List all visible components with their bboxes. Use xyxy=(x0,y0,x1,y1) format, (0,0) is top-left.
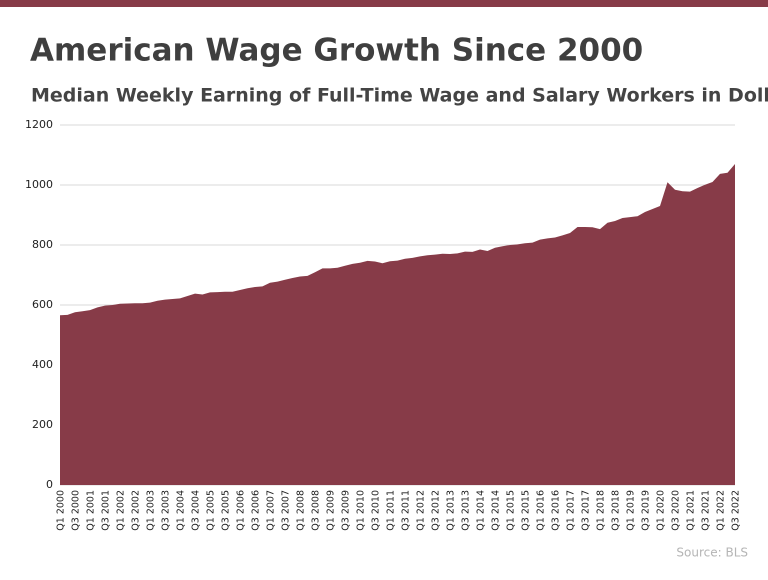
x-tick-label: Q3 2011 xyxy=(401,490,412,531)
x-tick-label: Q3 2009 xyxy=(341,490,352,531)
x-tick-label: Q1 2005 xyxy=(206,490,217,531)
x-tick-label: Q1 2003 xyxy=(146,490,157,531)
x-tick-label: Q1 2002 xyxy=(116,490,127,531)
x-tick-label: Q3 2014 xyxy=(491,490,502,531)
x-tick-label: Q1 2006 xyxy=(236,490,247,531)
x-tick-label: Q3 2013 xyxy=(461,490,472,531)
x-tick-label: Q3 2015 xyxy=(521,490,532,531)
area xyxy=(60,164,735,485)
x-tick-label: Q3 2017 xyxy=(581,490,592,531)
x-tick-label: Q1 2001 xyxy=(86,490,97,531)
x-tick-label: Q1 2019 xyxy=(626,490,637,531)
chart-subtitle: Median Weekly Earning of Full-Time Wage … xyxy=(31,85,768,107)
y-tick-label: 200 xyxy=(32,418,53,431)
x-tick-label: Q3 2007 xyxy=(281,490,292,531)
x-tick-label: Q3 2008 xyxy=(311,490,322,531)
x-tick-label: Q3 2022 xyxy=(731,490,742,531)
x-tick-label: Q1 2007 xyxy=(266,490,277,531)
top-band xyxy=(0,0,768,7)
x-tick-label: Q3 2018 xyxy=(611,490,622,531)
y-tick-label: 1000 xyxy=(25,178,53,191)
x-tick-label: Q1 2014 xyxy=(476,490,487,531)
x-tick-label: Q3 2005 xyxy=(221,490,232,531)
y-tick-label: 1200 xyxy=(25,118,53,131)
x-tick-label: Q1 2009 xyxy=(326,490,337,531)
chart-title: American Wage Growth Since 2000 xyxy=(30,33,643,69)
x-tick-label: Q3 2004 xyxy=(191,490,202,531)
x-tick-label: Q1 2010 xyxy=(356,490,367,531)
x-tick-label: Q1 2008 xyxy=(296,490,307,531)
x-tick-label: Q1 2018 xyxy=(596,490,607,531)
x-tick-label: Q1 2012 xyxy=(416,490,427,531)
x-tick-label: Q1 2017 xyxy=(566,490,577,531)
x-tick-label: Q3 2020 xyxy=(671,490,682,531)
x-tick-label: Q1 2011 xyxy=(386,490,397,531)
source: Source: BLS xyxy=(676,546,748,560)
x-tick-label: Q3 2001 xyxy=(101,490,112,531)
x-tick-label: Q3 2003 xyxy=(161,490,172,531)
y-tick-label: 0 xyxy=(46,478,53,491)
x-tick-label: Q1 2015 xyxy=(506,490,517,531)
y-tick-label: 600 xyxy=(32,298,53,311)
x-tick-label: Q1 2000 xyxy=(56,490,67,531)
x-tick-label: Q3 2019 xyxy=(641,490,652,531)
x-tick-label: Q3 2012 xyxy=(431,490,442,531)
x-tick-label: Q3 2010 xyxy=(371,490,382,531)
y-tick-label: 800 xyxy=(32,238,53,251)
x-tick-label: Q3 2006 xyxy=(251,490,262,531)
x-tick-label: Q3 2016 xyxy=(551,490,562,531)
x-tick-label: Q1 2022 xyxy=(716,490,727,531)
x-tick-label: Q1 2020 xyxy=(656,490,667,531)
y-tick-label: 400 xyxy=(32,358,53,371)
x-tick-label: Q1 2016 xyxy=(536,490,547,531)
x-tick-label: Q3 2000 xyxy=(71,490,82,531)
x-tick-label: Q1 2013 xyxy=(446,490,457,531)
x-tick-label: Q3 2002 xyxy=(131,490,142,531)
x-tick-label: Q1 2004 xyxy=(176,490,187,531)
x-tick-label: Q3 2021 xyxy=(701,490,712,531)
x-tick-label: Q1 2021 xyxy=(686,490,697,531)
